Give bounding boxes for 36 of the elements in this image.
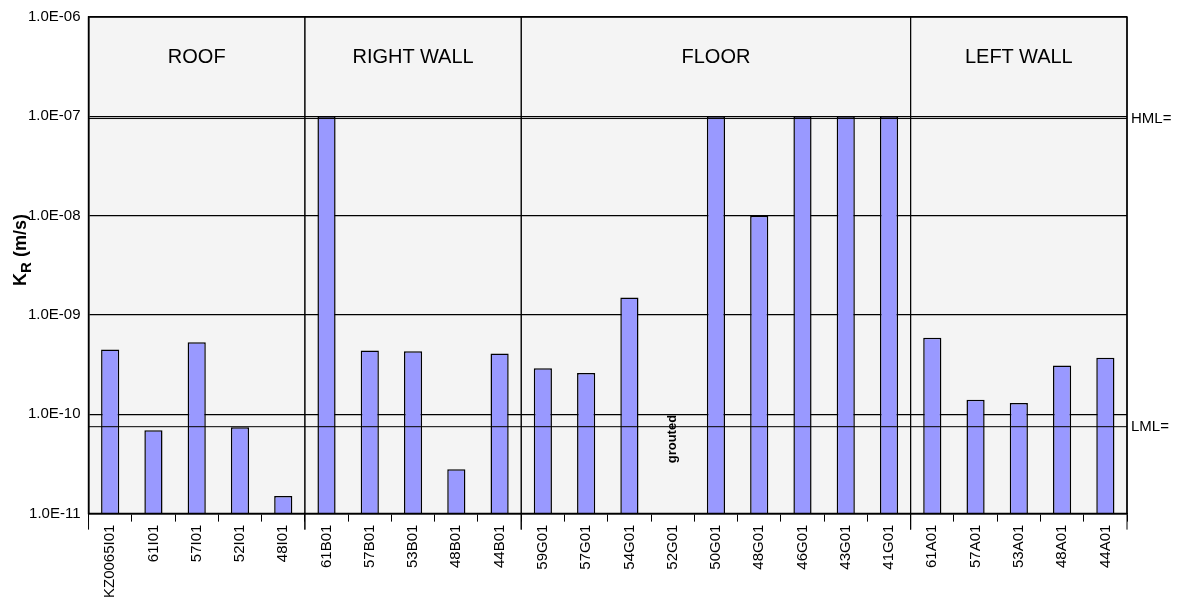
y-tick-label: 1.0E-07	[27, 106, 81, 124]
x-tick-label: KZ0065I01	[100, 524, 118, 598]
band-label: RIGHT WALL	[352, 44, 474, 67]
x-tick-label: 57G01	[576, 524, 594, 570]
x-tick-label: 48B01	[446, 524, 464, 568]
y-tick-label: 1.0E-09	[27, 305, 81, 323]
band-label: FLOOR	[681, 44, 751, 67]
y-tick-label: 1.0E-11	[29, 503, 81, 521]
y-tick-label: 1.0E-06	[27, 7, 81, 25]
x-tick-label: 52I01	[230, 524, 248, 563]
x-tick-label: 57A01	[965, 524, 983, 568]
x-tick-label: 50G01	[706, 524, 724, 570]
x-tick-label: 59G01	[533, 524, 551, 570]
x-tick-label: 61I01	[143, 524, 161, 563]
ref-line-label: LML=	[1131, 416, 1170, 434]
band-label: LEFT WALL	[964, 44, 1073, 67]
x-tick-label: 48I01	[273, 524, 291, 563]
x-tick-label: 43G01	[835, 524, 853, 570]
ref-line-label: HML=	[1131, 108, 1172, 126]
x-tick-label: 53B01	[403, 524, 421, 568]
x-tick-label: 44A01	[1095, 524, 1113, 568]
x-tick-label: 54G01	[619, 524, 637, 570]
band-label: ROOF	[167, 44, 226, 67]
x-tick-label: 48G01	[749, 524, 767, 570]
x-tick-label: 57I01	[186, 524, 204, 563]
y-tick-label: 1.0E-10	[27, 404, 81, 422]
x-tick-label: 53A01	[1008, 524, 1026, 568]
x-tick-label: 48A01	[1052, 524, 1070, 568]
x-tick-label: 41G01	[879, 524, 897, 570]
x-tick-label: 46G01	[792, 524, 810, 570]
x-tick-label: 44B01	[489, 524, 507, 568]
x-tick-label: 61B01	[316, 524, 334, 568]
x-tick-label: 61A01	[922, 524, 940, 568]
x-tick-label: 52G01	[662, 524, 680, 570]
annotation: grouted	[664, 414, 680, 464]
x-tick-label: 57B01	[359, 524, 377, 568]
